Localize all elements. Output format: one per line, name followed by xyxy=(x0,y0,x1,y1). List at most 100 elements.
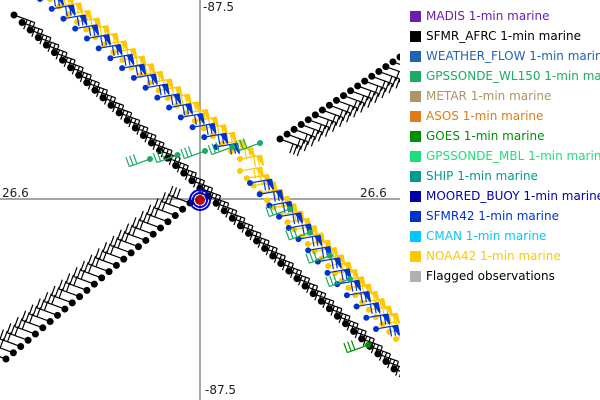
wind-barb xyxy=(382,357,400,378)
observation-point xyxy=(179,205,187,213)
observation-point xyxy=(98,274,106,282)
wind-barb xyxy=(375,67,400,89)
observation-point xyxy=(189,124,196,131)
observation-point xyxy=(91,86,99,94)
observation-point xyxy=(309,290,317,298)
observation-point xyxy=(368,72,376,80)
wind-barb xyxy=(180,169,206,191)
legend-item[interactable]: GPSSONDE_MBL 1-min marine xyxy=(410,146,600,166)
legend-item[interactable]: METAR 1-min marine xyxy=(410,86,600,106)
legend-item[interactable]: Flagged observations xyxy=(410,266,600,286)
observation-point xyxy=(90,280,98,288)
wind-barb xyxy=(161,192,187,213)
observation-point xyxy=(39,324,47,332)
bottom-lon-label: -87.5 xyxy=(205,383,237,397)
observation-point xyxy=(390,365,398,373)
observation-point xyxy=(46,318,54,326)
legend-item[interactable]: CMAN 1-min marine xyxy=(410,226,600,246)
wind-barb xyxy=(83,34,111,47)
observation-point xyxy=(285,267,293,275)
observation-point xyxy=(115,109,123,117)
observation-point xyxy=(26,26,34,34)
legend-label: CMAN 1-min marine xyxy=(426,229,547,243)
wind-barb xyxy=(305,250,333,264)
observation-point xyxy=(365,342,371,348)
legend-label: WEATHER_FLOW 1-min marine xyxy=(426,49,600,63)
observation-point xyxy=(157,224,165,232)
wind-barb xyxy=(318,106,344,128)
wind-barb xyxy=(180,146,208,160)
wind-barb xyxy=(389,58,400,66)
legend-label: Flagged observations xyxy=(426,269,555,283)
observation-point xyxy=(253,237,261,245)
legend-swatch xyxy=(410,190,421,202)
wind-barb xyxy=(119,63,147,77)
wind-barb xyxy=(37,0,64,7)
observation-point xyxy=(171,211,179,219)
observation-point xyxy=(131,124,139,132)
observation-point xyxy=(379,321,386,328)
legend-label: ASOS 1-min marine xyxy=(426,109,544,123)
wind-barb xyxy=(228,214,254,236)
legend-item[interactable]: MADIS 1-min marine xyxy=(410,6,600,26)
wind-barb xyxy=(353,302,381,315)
wind-barb xyxy=(325,274,353,288)
wind-barb xyxy=(154,93,182,106)
wind-barb xyxy=(265,204,293,218)
observation-point xyxy=(311,111,319,119)
legend-item[interactable]: SFMR42 1-min marine xyxy=(410,206,600,226)
legend-item[interactable]: SFMR_AFRC 1-min marine xyxy=(410,26,600,46)
legend-item[interactable]: MOORED_BUOY 1-min marine xyxy=(410,186,600,206)
wind-barb xyxy=(139,210,165,232)
observation-point xyxy=(340,92,348,100)
observation-point xyxy=(212,199,220,207)
observation-point xyxy=(264,197,271,204)
observation-point xyxy=(17,343,25,351)
observation-point xyxy=(61,305,69,313)
legend-item[interactable]: NOAA42 1-min marine xyxy=(410,246,600,266)
observation-point xyxy=(127,249,135,257)
observation-point xyxy=(142,84,149,91)
legend-item[interactable]: ASOS 1-min marine xyxy=(410,106,600,126)
wind-barb xyxy=(358,335,383,356)
observation-point xyxy=(237,156,243,162)
observation-point xyxy=(285,224,292,231)
wind-barb xyxy=(87,254,113,276)
observation-point xyxy=(276,213,283,220)
observation-point xyxy=(261,244,269,252)
legend-item[interactable]: WEATHER_FLOW 1-min marine xyxy=(410,46,600,66)
observation-point xyxy=(283,130,291,138)
wind-barb xyxy=(393,336,400,342)
legend-item[interactable]: GOES 1-min marine xyxy=(410,126,600,146)
observation-point xyxy=(172,162,180,170)
observation-point xyxy=(75,71,83,79)
observation-point xyxy=(164,218,172,226)
legend-swatch xyxy=(410,230,421,242)
legend-item[interactable]: GPSSONDE_WL150 1-min marine xyxy=(410,66,600,86)
observation-point xyxy=(166,104,173,111)
wind-barb xyxy=(0,355,10,363)
wind-barb xyxy=(237,154,264,167)
legend-item[interactable]: SHIP 1-min marine xyxy=(410,166,600,186)
observation-point xyxy=(256,191,263,198)
wind-barb xyxy=(361,77,386,99)
observation-point xyxy=(347,276,353,282)
observation-point xyxy=(107,101,115,109)
observation-point xyxy=(123,116,131,124)
observation-point xyxy=(202,148,208,154)
observation-point xyxy=(107,55,114,62)
observation-point xyxy=(147,139,155,147)
observation-point xyxy=(393,336,399,342)
wind-barb xyxy=(382,63,400,83)
observation-point xyxy=(139,132,147,140)
observation-point xyxy=(244,229,252,237)
observation-point xyxy=(304,116,312,124)
observation-point xyxy=(149,230,157,238)
observation-point xyxy=(34,34,42,42)
observation-point xyxy=(257,140,263,146)
observation-point xyxy=(112,261,120,269)
legend-swatch xyxy=(410,250,421,262)
wind-barb xyxy=(373,324,400,337)
wind-barb xyxy=(6,323,32,344)
observation-point xyxy=(10,11,18,19)
